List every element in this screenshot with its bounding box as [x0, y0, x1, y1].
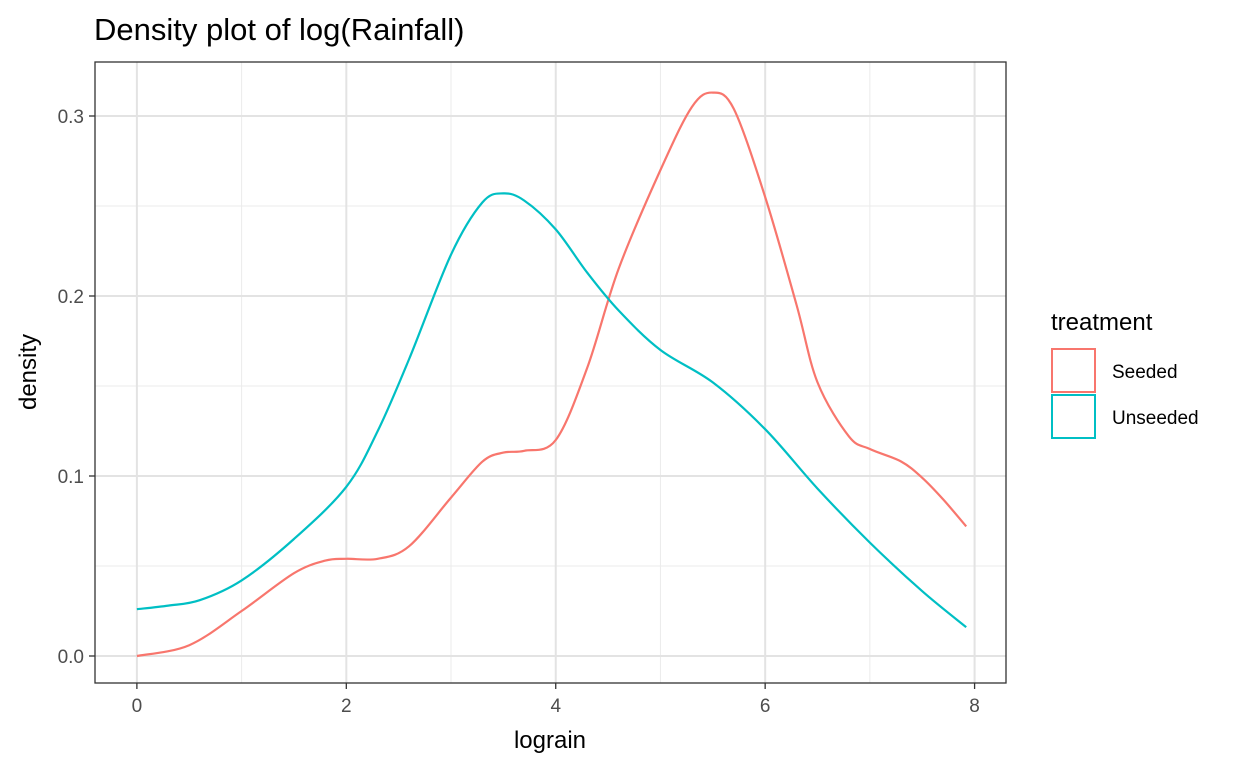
major-grid [95, 62, 1006, 683]
x-tick-label: 2 [341, 696, 352, 717]
plot-panel [94, 61, 1007, 684]
legend: treatment Seeded Unseeded [1051, 309, 1199, 439]
series-line-unseeded [136, 192, 967, 629]
y-axis-title: density [15, 334, 42, 410]
x-tick-label: 0 [132, 696, 143, 717]
legend-label-unseeded: Unseeded [1112, 408, 1199, 429]
panel-border [94, 61, 1007, 684]
chart-title: Density plot of log(Rainfall) [94, 12, 464, 47]
y-tick-label: 0.3 [58, 107, 84, 128]
panel-background [95, 62, 1006, 683]
legend-key-seeded [1051, 348, 1096, 393]
x-tick-label: 4 [550, 696, 561, 717]
minor-grid [95, 62, 1006, 683]
y-axis: 0.0 0.1 0.2 0.3 [58, 107, 95, 668]
x-tick-label: 8 [969, 696, 980, 717]
series-lines [136, 91, 968, 658]
x-axis-title: lograin [514, 727, 586, 754]
x-axis: 0 2 4 6 8 [132, 683, 980, 717]
y-tick-label: 0.2 [58, 287, 84, 308]
legend-title: treatment [1051, 309, 1153, 336]
x-tick-label: 6 [760, 696, 771, 717]
y-tick-label: 0.0 [58, 647, 84, 668]
legend-items: Seeded Unseeded [1051, 348, 1199, 439]
legend-key-unseeded [1051, 394, 1096, 439]
y-tick-label: 0.1 [58, 467, 84, 488]
legend-label-seeded: Seeded [1112, 362, 1178, 383]
series-line-seeded [136, 91, 968, 658]
